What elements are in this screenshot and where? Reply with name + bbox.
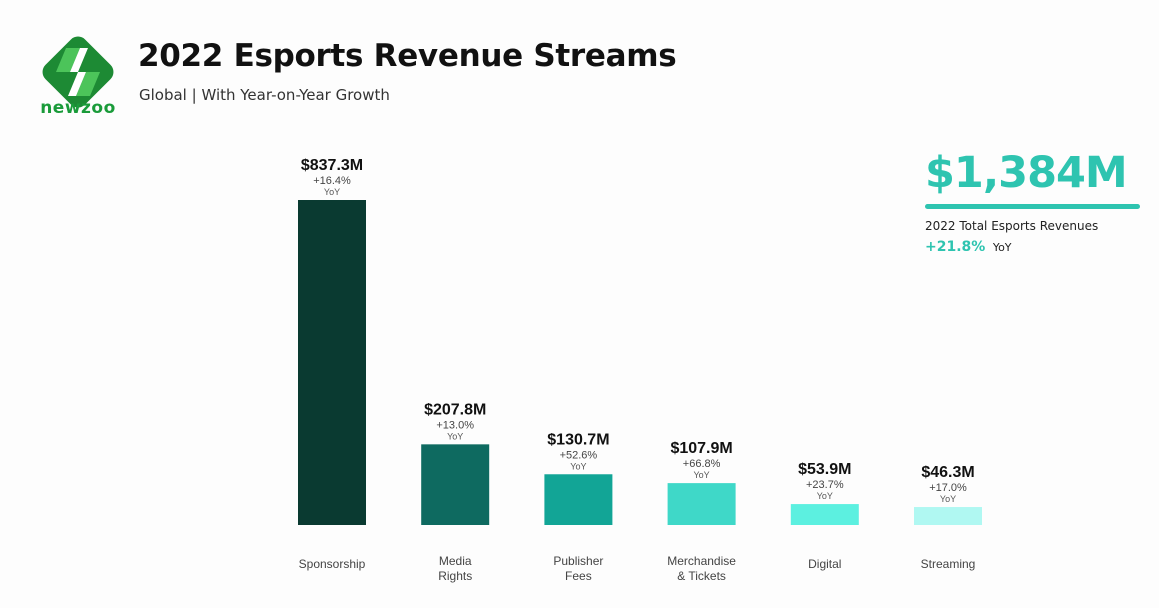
yoy-label: YoY: [694, 470, 710, 480]
growth-label: +13.0%: [436, 419, 474, 431]
value-label: $207.8M: [424, 401, 486, 418]
category-label: Media: [439, 554, 472, 568]
brand-name: newzoo: [40, 98, 116, 118]
category-label: Publisher: [553, 554, 603, 568]
bar-5: [914, 507, 982, 525]
bar-4: [790, 504, 859, 525]
total-label: 2022 Total Esports Revenues: [925, 219, 1099, 233]
category-label: & Tickets: [677, 569, 726, 583]
bar-0: [298, 200, 366, 525]
value-label: $837.3M: [301, 157, 363, 174]
bar-2: [544, 474, 613, 525]
total-callout: $1,384M 2022 Total Esports Revenues +21.…: [925, 148, 1140, 255]
newzoo-logo-icon: [42, 36, 114, 108]
value-label: $107.9M: [670, 440, 732, 457]
category-label: Digital: [808, 557, 841, 571]
category-label: Sponsorship: [299, 557, 366, 571]
total-value: $1,384M: [925, 148, 1128, 198]
value-label: $46.3M: [921, 464, 974, 481]
bar-1: [421, 444, 490, 525]
yoy-label: YoY: [447, 431, 463, 441]
total-growth: +21.8% YoY: [925, 239, 1140, 255]
value-label: $130.7M: [547, 431, 609, 448]
growth-label: +66.8%: [683, 458, 721, 470]
yoy-label: YoY: [940, 494, 956, 504]
chart-title: 2022 Esports Revenue Streams: [138, 38, 677, 74]
chart-subtitle: Global | With Year-on-Year Growth: [139, 86, 390, 104]
category-label: Streaming: [921, 557, 976, 571]
growth-label: +23.7%: [806, 479, 844, 491]
growth-label: +16.4%: [313, 175, 351, 187]
total-divider: [925, 204, 1140, 209]
total-growth-suffix: YoY: [992, 241, 1012, 254]
yoy-label: YoY: [324, 187, 340, 197]
category-label: Merchandise: [667, 554, 736, 568]
category-label: Fees: [565, 569, 592, 583]
category-label: Rights: [438, 569, 472, 583]
bar-3: [667, 483, 736, 525]
growth-label: +17.0%: [929, 482, 967, 494]
total-growth-pct: +21.8%: [925, 239, 986, 255]
yoy-label: YoY: [570, 461, 586, 471]
yoy-label: YoY: [817, 491, 833, 501]
growth-label: +52.6%: [560, 449, 598, 461]
value-label: $53.9M: [798, 461, 851, 478]
